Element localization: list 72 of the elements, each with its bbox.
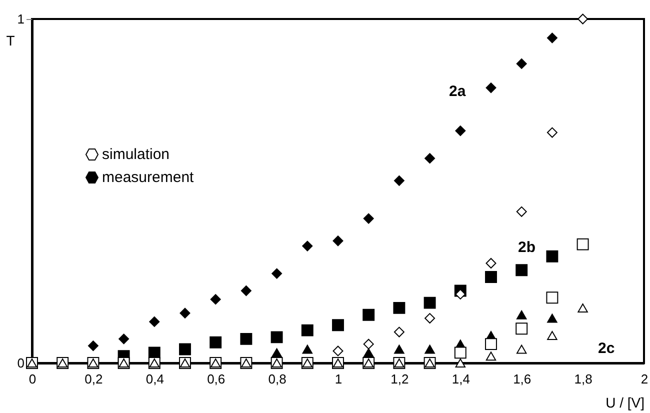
point bbox=[424, 313, 436, 324]
point bbox=[394, 175, 404, 186]
point bbox=[424, 296, 436, 309]
point bbox=[547, 330, 558, 340]
point bbox=[485, 271, 497, 283]
point bbox=[240, 286, 252, 296]
point bbox=[302, 344, 313, 354]
point bbox=[485, 338, 497, 350]
point bbox=[546, 292, 558, 304]
point bbox=[455, 288, 466, 300]
point bbox=[516, 58, 527, 69]
point bbox=[486, 82, 496, 94]
point bbox=[332, 236, 344, 246]
x-tick-label: 0,2 bbox=[84, 372, 103, 386]
point bbox=[516, 322, 528, 335]
x-tick-label: 0,4 bbox=[146, 372, 164, 386]
x-tick-label: 0,8 bbox=[268, 372, 286, 386]
point bbox=[546, 32, 558, 44]
point bbox=[424, 153, 436, 164]
point bbox=[578, 303, 588, 312]
point bbox=[394, 344, 404, 354]
point bbox=[301, 324, 314, 336]
point bbox=[393, 302, 406, 314]
annotation: 2b bbox=[518, 239, 536, 256]
point bbox=[332, 346, 344, 356]
x-tick-label: 0,6 bbox=[207, 372, 226, 386]
x-tick-label: 0 bbox=[28, 372, 36, 386]
point bbox=[578, 14, 588, 24]
x-tick-label: 1,6 bbox=[513, 372, 532, 386]
point bbox=[455, 358, 466, 368]
point bbox=[270, 331, 283, 344]
x-tick-label: 1,2 bbox=[390, 372, 409, 386]
point bbox=[272, 348, 282, 358]
point bbox=[88, 340, 98, 352]
point bbox=[302, 240, 313, 252]
point bbox=[516, 310, 527, 320]
point bbox=[546, 127, 558, 138]
point bbox=[516, 344, 527, 354]
point bbox=[210, 294, 221, 305]
point bbox=[363, 213, 374, 224]
point bbox=[240, 332, 252, 345]
point bbox=[486, 352, 496, 361]
point bbox=[546, 250, 558, 262]
point bbox=[118, 334, 130, 344]
point bbox=[332, 319, 344, 332]
annotation: measurement bbox=[102, 169, 194, 186]
point bbox=[272, 268, 282, 279]
point bbox=[516, 206, 527, 217]
point bbox=[394, 326, 404, 338]
point bbox=[210, 336, 222, 348]
point bbox=[149, 316, 160, 327]
x-tick-label: 1 bbox=[334, 372, 342, 386]
point bbox=[424, 344, 435, 354]
point bbox=[516, 264, 528, 276]
x-tick-label: 1,4 bbox=[452, 372, 470, 386]
point bbox=[180, 308, 190, 318]
point bbox=[454, 346, 466, 359]
point bbox=[363, 348, 374, 358]
x-tick-label: 1,8 bbox=[574, 372, 592, 386]
annotation: simulation bbox=[102, 146, 170, 163]
x-axis-title: U / [V] bbox=[606, 394, 644, 410]
point bbox=[179, 343, 191, 356]
y-axis-title: T bbox=[6, 32, 16, 48]
point bbox=[486, 258, 496, 268]
point bbox=[576, 238, 589, 250]
point bbox=[455, 126, 466, 136]
point bbox=[362, 308, 375, 321]
annotation: 2c bbox=[598, 340, 615, 357]
point bbox=[363, 338, 374, 350]
annotation: 2a bbox=[449, 83, 466, 100]
point bbox=[547, 314, 558, 323]
x-tick-label: 2 bbox=[640, 372, 648, 386]
